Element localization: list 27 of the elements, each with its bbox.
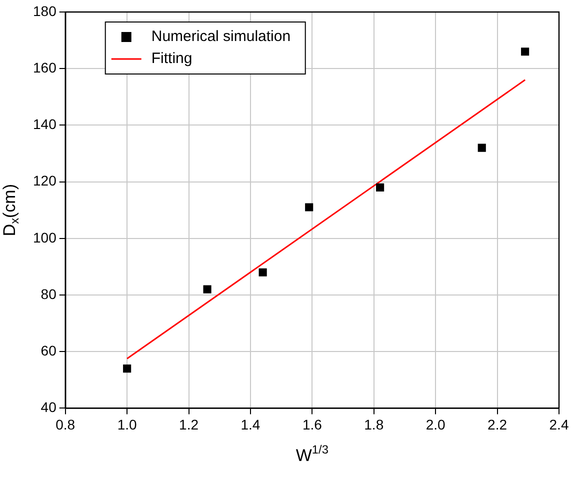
y-tick-label: 140 bbox=[33, 116, 57, 132]
x-tick-label: 2.2 bbox=[488, 416, 508, 432]
point bbox=[521, 48, 530, 56]
point bbox=[305, 203, 314, 212]
x-tick-label: 1.4 bbox=[240, 416, 260, 432]
point bbox=[203, 285, 212, 294]
x-tick-label: 1.8 bbox=[364, 416, 384, 432]
x-tick-label: 0.8 bbox=[56, 416, 76, 432]
point bbox=[478, 144, 486, 152]
y-tick-label: 100 bbox=[33, 229, 57, 246]
y-tick-label: 60 bbox=[40, 342, 57, 358]
y-tick-label: 120 bbox=[33, 172, 57, 189]
x-tick-label: 1.6 bbox=[302, 416, 322, 432]
x-tick-label: 2.0 bbox=[426, 416, 446, 432]
y-tick-label: 160 bbox=[33, 59, 57, 76]
y-tick-label: 80 bbox=[40, 286, 57, 302]
point bbox=[376, 183, 384, 192]
x-tick-label: 2.4 bbox=[549, 416, 569, 432]
x-tick-label: 1.2 bbox=[179, 416, 199, 432]
legend-label: Fitting bbox=[151, 50, 192, 68]
y-axis-title: Dx(cm) bbox=[0, 184, 22, 236]
legend-label: Numerical simulation bbox=[151, 28, 291, 46]
x-tick-label: 1.0 bbox=[117, 416, 138, 432]
y-tick-label: 180 bbox=[33, 2, 57, 19]
y-tick-label: 40 bbox=[40, 399, 57, 416]
point bbox=[258, 268, 267, 276]
point bbox=[123, 364, 132, 373]
